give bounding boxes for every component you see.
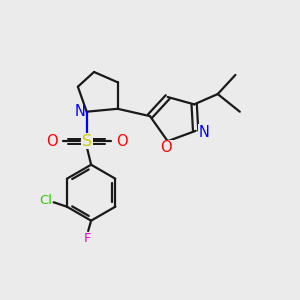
Text: O: O <box>46 134 58 149</box>
Text: S: S <box>82 134 92 149</box>
Text: =: = <box>67 134 77 147</box>
Text: =: = <box>96 134 107 147</box>
Text: F: F <box>84 232 91 245</box>
Text: N: N <box>198 125 209 140</box>
Text: O: O <box>116 134 127 149</box>
Text: Cl: Cl <box>39 194 52 207</box>
Text: N: N <box>75 104 86 119</box>
Text: O: O <box>160 140 172 155</box>
